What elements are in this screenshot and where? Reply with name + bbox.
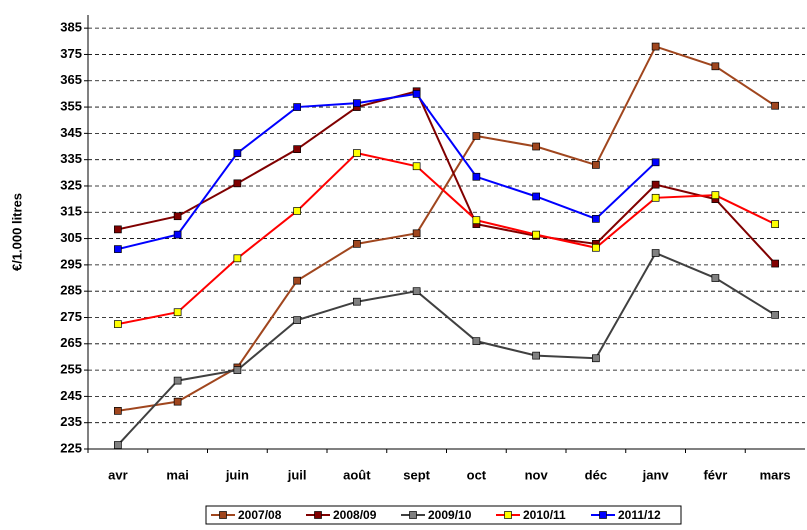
marker	[233, 179, 242, 188]
marker	[472, 172, 481, 181]
marker	[353, 99, 361, 107]
marker	[173, 397, 182, 406]
marker	[293, 276, 301, 285]
y-tick-label: 315	[60, 204, 82, 219]
marker	[173, 230, 182, 239]
marker	[472, 216, 481, 225]
y-tick-label: 325	[60, 177, 82, 192]
series-line	[117, 251, 776, 446]
marker	[114, 245, 122, 253]
y-axis-label: €/1.000 litres	[9, 193, 24, 271]
marker	[293, 207, 301, 215]
x-tick-label: janv	[642, 467, 670, 482]
y-tick-label: 245	[60, 388, 82, 403]
y-tick-label: 355	[60, 98, 82, 113]
marker	[173, 376, 182, 385]
y-tick-label: 305	[60, 230, 82, 245]
legend-marker	[219, 511, 227, 519]
marker	[771, 220, 779, 228]
marker	[412, 229, 421, 238]
marker	[651, 193, 660, 202]
marker	[532, 230, 540, 239]
marker	[472, 337, 481, 346]
marker	[353, 149, 361, 157]
x-tick-label: juin	[225, 467, 249, 482]
x-tick-label: juil	[287, 467, 307, 482]
marker	[173, 308, 182, 317]
marker	[532, 142, 540, 151]
y-tick-label: 285	[60, 283, 82, 298]
x-tick-label: févr	[703, 467, 727, 482]
marker	[412, 287, 421, 296]
legend-marker	[314, 511, 322, 519]
x-tick-label: sept	[403, 467, 430, 482]
marker	[592, 243, 600, 252]
marker	[114, 320, 122, 328]
y-tick-label: 295	[60, 256, 82, 271]
marker	[114, 225, 122, 234]
y-tick-label: 255	[60, 362, 82, 377]
marker	[353, 297, 361, 306]
series-line	[117, 92, 657, 251]
marker	[233, 149, 242, 157]
x-tick-label: août	[343, 467, 371, 482]
series-line	[117, 151, 776, 326]
marker	[173, 212, 182, 221]
marker	[532, 192, 540, 201]
marker	[472, 132, 481, 140]
marker	[592, 354, 600, 363]
marker	[412, 90, 421, 98]
legend-label: 2008/09	[333, 508, 377, 522]
series-line	[117, 45, 776, 412]
marker	[293, 103, 301, 111]
y-tick-label: 235	[60, 414, 82, 429]
marker	[651, 42, 660, 51]
marker	[651, 249, 660, 257]
legend-marker	[599, 511, 607, 519]
marker	[592, 214, 600, 223]
x-tick-label: avr	[108, 467, 128, 482]
series-line	[117, 90, 776, 265]
x-tick-label: mai	[166, 467, 188, 482]
marker	[233, 366, 242, 374]
marker	[293, 316, 301, 324]
y-tick-label: 375	[60, 46, 82, 61]
x-tick-label: déc	[585, 467, 607, 482]
y-tick-label: 345	[60, 125, 82, 140]
y-tick-label: 335	[60, 151, 82, 166]
legend-label: 2011/12	[618, 508, 661, 522]
legend-marker	[504, 511, 512, 519]
legend-marker	[409, 511, 417, 519]
x-tick-label: nov	[525, 467, 549, 482]
marker	[711, 62, 720, 71]
marker	[114, 407, 122, 415]
marker	[711, 191, 720, 200]
legend-label: 2009/10	[428, 508, 472, 522]
marker	[651, 158, 660, 167]
legend-label: 2010/11	[523, 508, 566, 522]
marker	[651, 180, 660, 189]
y-tick-label: 365	[60, 72, 82, 87]
y-tick-label: 275	[60, 309, 82, 324]
marker	[771, 311, 779, 319]
marker	[592, 161, 600, 169]
x-tick-label: mars	[760, 467, 791, 482]
y-tick-label: 225	[60, 440, 82, 455]
marker	[114, 441, 122, 449]
y-tick-label: 265	[60, 335, 82, 350]
legend-label: 2007/08	[238, 508, 282, 522]
legend-box	[205, 505, 682, 525]
marker	[293, 145, 301, 153]
marker	[233, 254, 242, 263]
x-tick-label: oct	[467, 467, 487, 482]
marker	[711, 274, 720, 282]
marker	[771, 101, 779, 110]
marker	[353, 239, 361, 248]
marker	[532, 351, 540, 360]
marker	[412, 162, 421, 171]
marker	[771, 259, 779, 268]
y-tick-label: 385	[60, 20, 82, 35]
